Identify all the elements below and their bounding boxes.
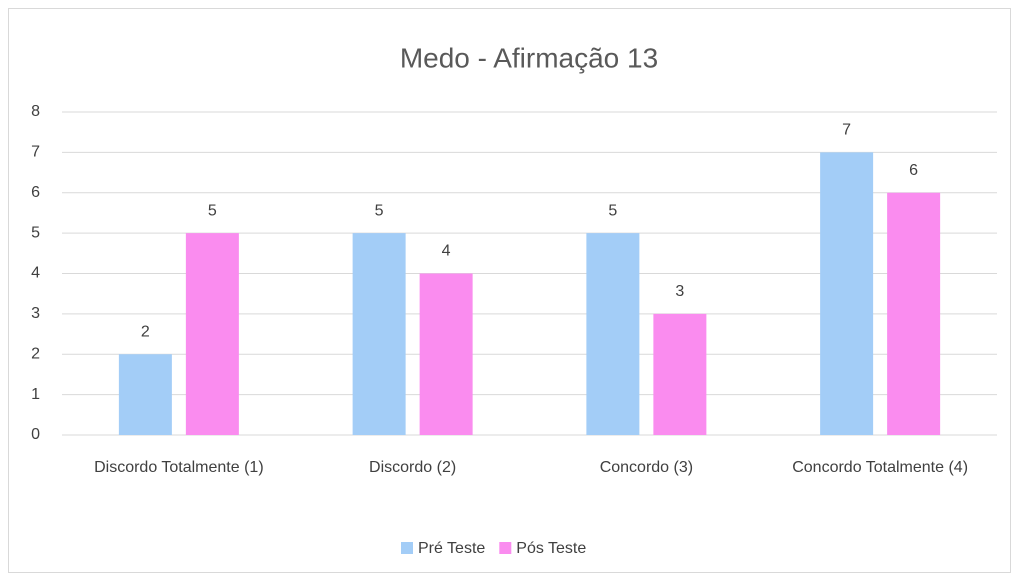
y-tick-label: 7 bbox=[31, 144, 40, 161]
data-label: 6 bbox=[909, 162, 918, 179]
bar bbox=[653, 313, 707, 435]
bar bbox=[820, 152, 874, 435]
x-tick-label: Discordo Totalmente (1) bbox=[94, 459, 264, 476]
bar bbox=[185, 233, 239, 435]
y-tick-label: 6 bbox=[31, 184, 40, 201]
y-tick-label: 8 bbox=[31, 103, 40, 120]
data-label: 5 bbox=[208, 202, 217, 219]
data-label: 2 bbox=[141, 323, 150, 340]
legend-swatch bbox=[401, 542, 413, 554]
data-label: 5 bbox=[608, 202, 617, 219]
data-label: 7 bbox=[842, 122, 851, 139]
bar bbox=[419, 273, 473, 435]
data-label: 5 bbox=[375, 202, 384, 219]
y-tick-label: 2 bbox=[31, 345, 40, 362]
data-label: 4 bbox=[442, 243, 451, 260]
bar bbox=[586, 233, 640, 435]
x-tick-label: Discordo (2) bbox=[369, 459, 457, 476]
legend-label: Pré Teste bbox=[418, 540, 485, 557]
bar bbox=[887, 192, 941, 435]
legend-label: Pós Teste bbox=[516, 540, 586, 557]
legend-swatch bbox=[499, 542, 512, 554]
y-tick-label: 4 bbox=[31, 265, 40, 282]
chart-title: Medo - Afirmação 13 bbox=[400, 42, 658, 73]
x-tick-label: Concordo Totalmente (4) bbox=[792, 459, 969, 476]
y-tick-label: 0 bbox=[31, 426, 40, 443]
y-tick-label: 5 bbox=[31, 224, 40, 241]
x-tick-label: Concordo (3) bbox=[599, 459, 694, 476]
y-tick-label: 3 bbox=[31, 305, 40, 322]
bar bbox=[118, 354, 172, 435]
bar bbox=[352, 233, 406, 435]
y-tick-label: 1 bbox=[31, 386, 40, 403]
data-label: 3 bbox=[675, 283, 684, 300]
